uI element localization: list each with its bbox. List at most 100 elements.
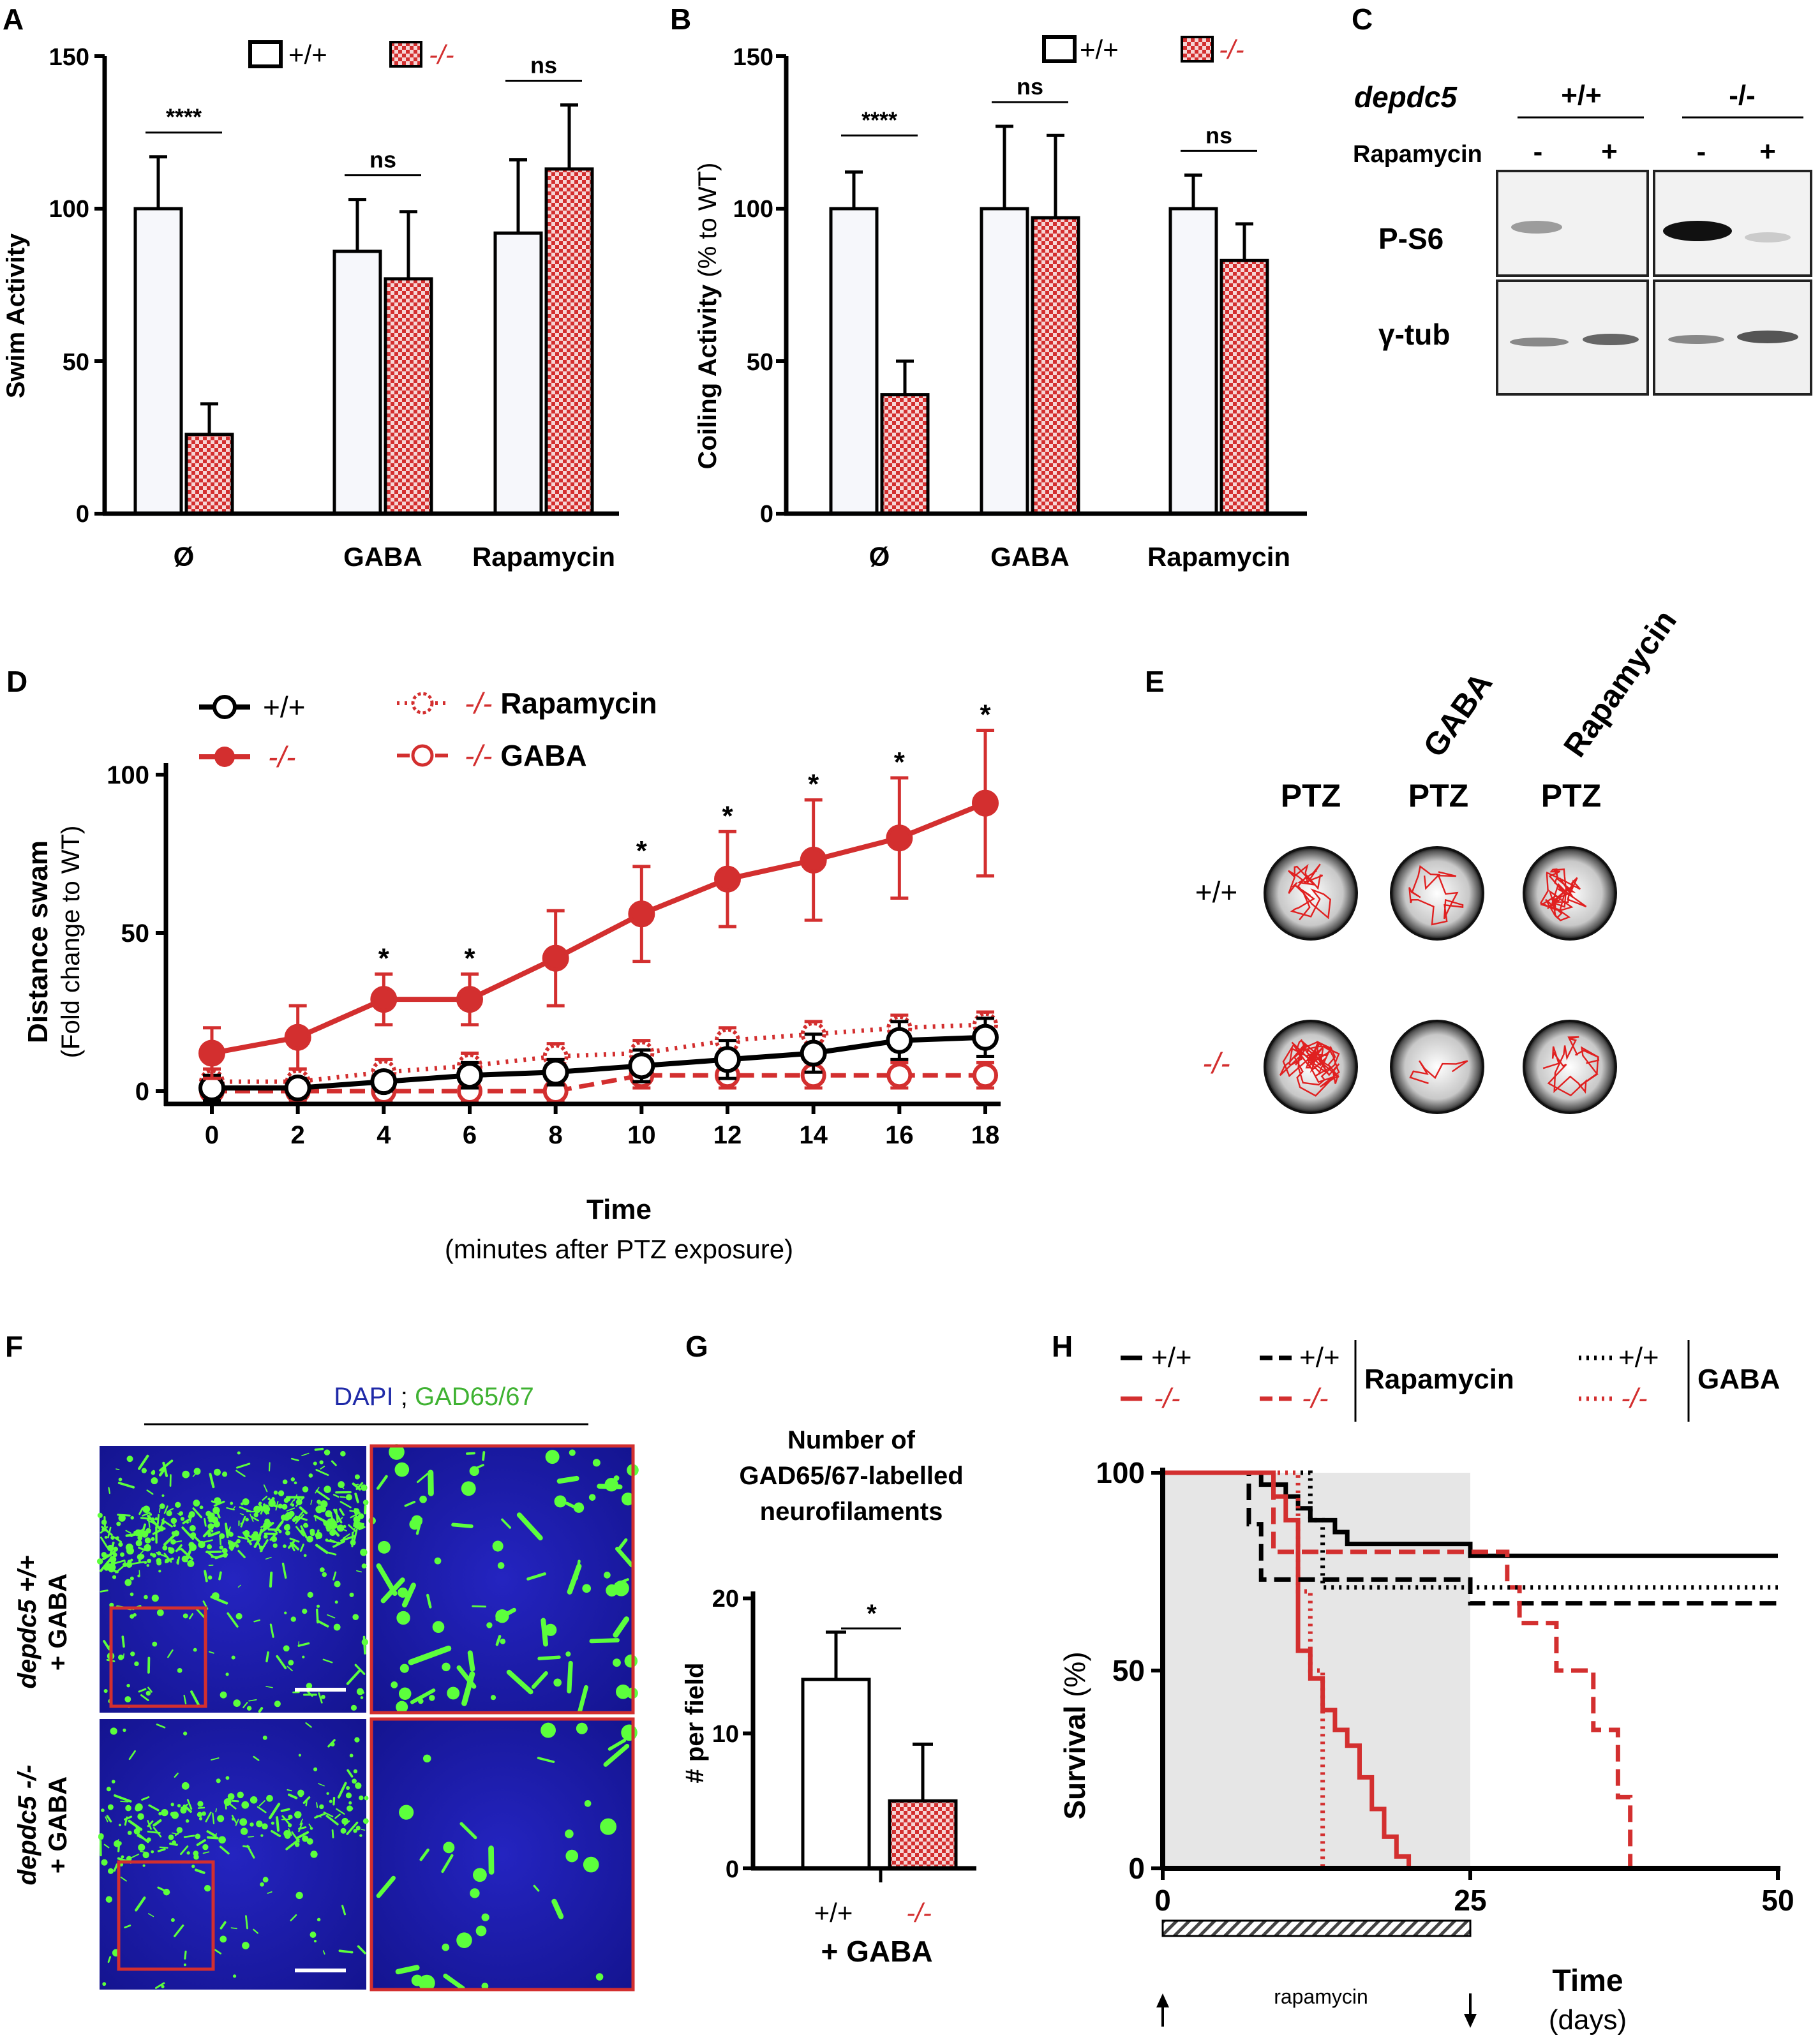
swim-track <box>1279 1039 1340 1097</box>
labelled-cell <box>166 1510 172 1517</box>
labelled-fibre <box>237 1584 241 1588</box>
labelled-cell <box>294 1842 300 1847</box>
panel-letter-a: A <box>3 3 24 36</box>
legend-label-ko: -/- <box>429 40 454 70</box>
labelled-fibre <box>138 1546 146 1551</box>
labelled-cell <box>219 1545 224 1550</box>
labelled-cell <box>378 1540 391 1554</box>
panel-g-ylabel: # per field <box>681 1663 709 1783</box>
data-point <box>198 1039 225 1067</box>
labelled-cell <box>230 1501 234 1505</box>
labelled-cell <box>173 1524 176 1528</box>
labelled-cell <box>233 1699 241 1708</box>
labelled-cell <box>470 1888 480 1898</box>
labelled-cell <box>354 1737 360 1743</box>
labelled-cell <box>411 1974 423 1986</box>
labelled-fibre <box>180 1547 194 1561</box>
panel-g-title-1: Number of <box>787 1426 916 1454</box>
labelled-fibre <box>239 1506 252 1513</box>
labelled-fibre <box>314 1514 317 1522</box>
labelled-cell <box>145 1690 151 1696</box>
labelled-fibre <box>253 1619 260 1623</box>
labelled-cell <box>106 1787 111 1792</box>
labelled-cell <box>398 1587 408 1598</box>
labelled-fibre <box>115 1565 124 1574</box>
labelled-fibre <box>354 1664 366 1675</box>
labelled-cell <box>225 1776 230 1780</box>
labelled-cell <box>399 1664 409 1673</box>
labelled-cell <box>399 1805 414 1820</box>
data-point <box>714 1046 741 1073</box>
labelled-fibre <box>376 1875 396 1898</box>
labelled-fibre <box>194 1868 205 1874</box>
x-tick-label: 0 <box>205 1121 219 1149</box>
labelled-cell <box>137 1813 144 1820</box>
labelled-fibre <box>248 1836 255 1838</box>
labelled-fibre <box>171 1832 179 1835</box>
treatment-bar <box>1161 1919 1472 1937</box>
labelled-fibre <box>235 1819 239 1826</box>
labelled-cell <box>114 1840 121 1847</box>
labelled-fibre <box>100 1590 108 1593</box>
labelled-cell <box>317 1604 320 1608</box>
labelled-fibre <box>318 1692 323 1704</box>
labelled-cell <box>107 1544 114 1552</box>
labelled-fibre <box>451 1523 474 1528</box>
labelled-fibre <box>336 1808 345 1815</box>
significance-label: **** <box>166 104 202 130</box>
labelled-fibre <box>135 1896 146 1912</box>
labelled-fibre <box>276 1816 280 1832</box>
labelled-fibre <box>248 1699 257 1702</box>
labelled-fibre <box>231 1815 237 1824</box>
labelled-cell <box>214 1497 221 1505</box>
labelled-fibre <box>147 1913 154 1917</box>
panel-e-row-ko: -/- <box>1202 1046 1230 1080</box>
labelled-fibre <box>184 1950 187 1960</box>
y-tick-label: 50 <box>1112 1654 1145 1687</box>
labelled-cell <box>361 1639 369 1646</box>
labelled-fibre <box>567 1660 573 1694</box>
swim-track <box>1409 1060 1468 1084</box>
labelled-cell <box>156 1551 161 1556</box>
labelled-cell <box>207 1523 214 1530</box>
labelled-fibre <box>314 1447 324 1451</box>
panel-h-ylabel: Survival (%) <box>1058 1651 1091 1819</box>
labelled-fibre <box>192 1507 203 1519</box>
labelled-fibre <box>147 1820 152 1830</box>
labelled-cell <box>242 1942 250 1949</box>
labelled-cell <box>246 1706 252 1711</box>
labelled-fibre <box>506 1669 533 1695</box>
labelled-cell <box>147 1558 152 1563</box>
labelled-fibre <box>459 1822 477 1840</box>
labelled-cell <box>360 1549 368 1556</box>
labelled-cell <box>355 1826 361 1831</box>
labelled-cell <box>345 1494 352 1501</box>
labelled-fibre <box>237 1549 246 1558</box>
panel-letter-b: B <box>670 3 691 36</box>
labelled-cell <box>310 1932 317 1938</box>
labelled-fibre <box>235 1470 246 1477</box>
y-tick-label: 0 <box>1128 1852 1145 1885</box>
panel-d-xlabel-unit: (minutes after PTZ exposure) <box>445 1234 793 1264</box>
y-tick-label: 50 <box>121 919 150 948</box>
labelled-fibre <box>289 1499 295 1506</box>
labelled-cell <box>220 1935 227 1943</box>
panel-b-ytick: 100 <box>733 196 773 223</box>
labelled-cell <box>125 1805 131 1812</box>
labelled-fibre <box>333 1508 343 1524</box>
petri-well <box>1390 1020 1484 1114</box>
micrograph <box>371 1719 633 1990</box>
labelled-cell <box>198 1817 203 1820</box>
labelled-cell <box>336 1542 341 1545</box>
data-point <box>886 824 913 852</box>
labelled-fibre <box>271 1830 281 1838</box>
significance-label: **** <box>862 107 897 133</box>
labelled-cell <box>193 1468 201 1475</box>
x-tick-label: 14 <box>799 1121 828 1149</box>
bar-wt <box>133 207 183 516</box>
panel-letter-f: F <box>5 1330 23 1363</box>
labelled-cell <box>306 1535 313 1543</box>
start-arrowhead <box>1156 1993 1169 2007</box>
significance-label: ns <box>1205 122 1232 148</box>
